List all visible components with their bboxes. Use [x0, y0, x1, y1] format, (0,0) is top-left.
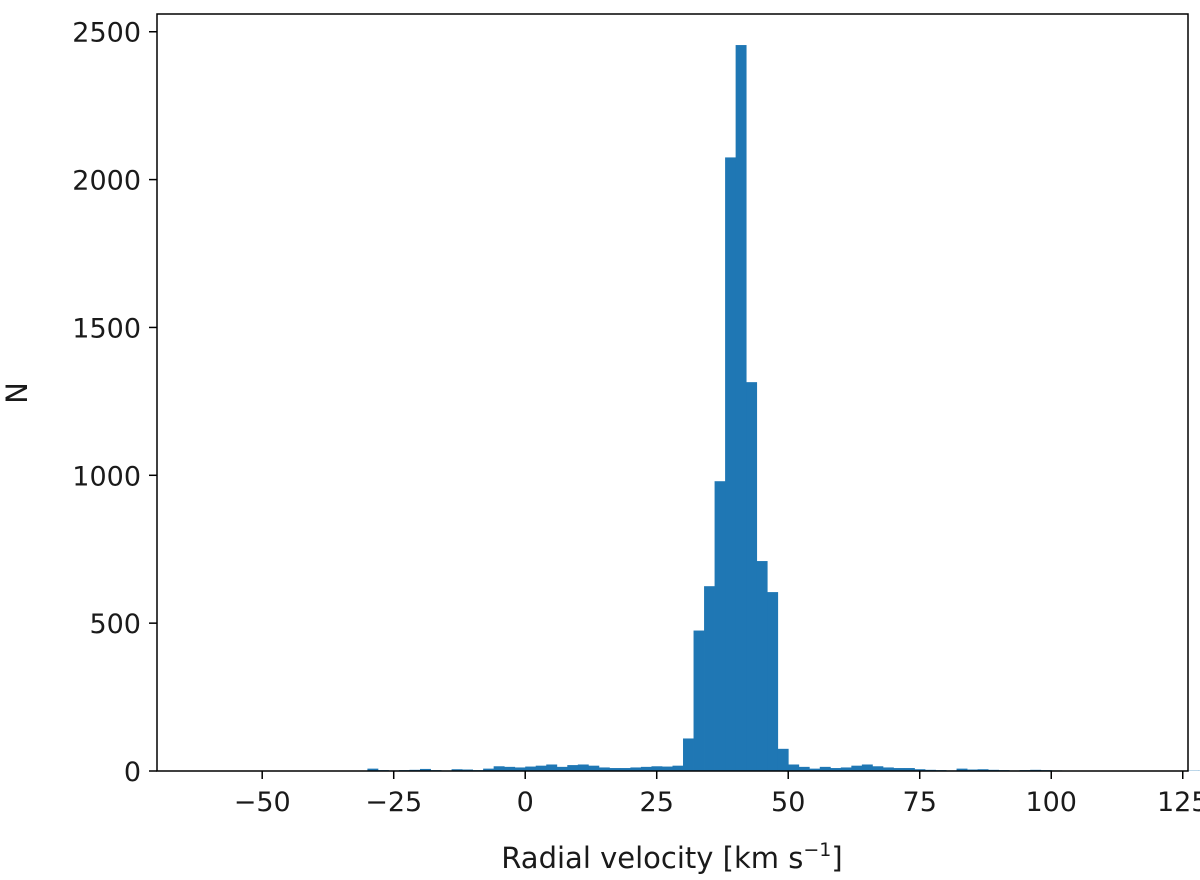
histogram-bar [598, 767, 610, 771]
histogram-bar [546, 764, 558, 771]
histogram-bar [504, 766, 516, 771]
histogram-bar [640, 766, 652, 771]
histogram-bar [840, 767, 852, 771]
histogram-bar [420, 768, 431, 771]
y-tick-label: 2000 [72, 166, 141, 197]
histogram-bar [882, 767, 894, 771]
y-tick-label: 0 [124, 757, 141, 788]
histogram-bar [535, 765, 547, 771]
histogram-bar [588, 765, 600, 771]
histogram-bar [661, 766, 673, 771]
y-axis-label: N [0, 382, 34, 404]
y-tick-label: 2500 [72, 18, 141, 49]
x-tick-label: 100 [1025, 787, 1077, 818]
x-tick-label: 75 [903, 787, 937, 818]
x-axis-ticks: −50 −25 0 25 50 75 100 125 [234, 771, 1200, 818]
histogram-bar [746, 382, 758, 771]
histogram-bar [525, 766, 537, 771]
histogram-bar [367, 768, 379, 771]
histogram-bar [672, 765, 684, 771]
histogram-bar [798, 766, 810, 771]
histogram-bar [725, 157, 737, 771]
x-tick-label: −50 [234, 787, 291, 818]
histogram-bar [819, 766, 831, 771]
histogram-bar [514, 767, 526, 771]
plot-frame [156, 13, 1189, 772]
histogram-bar [914, 769, 926, 771]
histogram-bar [893, 768, 905, 771]
histogram-bar [851, 765, 863, 771]
histogram-bar [451, 769, 463, 771]
histogram-bar [693, 630, 705, 771]
histogram-bar [704, 586, 715, 771]
histogram-bar [788, 764, 800, 771]
histogram-bar [861, 764, 873, 771]
x-tick-label: 25 [640, 787, 674, 818]
x-tick-label: 125 [1157, 787, 1200, 818]
bars-group [367, 45, 1200, 771]
x-axis-label: Radial velocity [km s−1] [501, 839, 842, 875]
histogram-bar [556, 766, 568, 771]
histogram-bar [683, 738, 694, 771]
histogram-bar [735, 45, 747, 771]
histogram-bar [483, 768, 495, 771]
histogram-bar [777, 748, 789, 771]
histogram-bar [956, 768, 968, 771]
histogram-bar [872, 766, 884, 771]
histogram-bar [619, 768, 631, 771]
histogram-bar [493, 766, 505, 771]
y-axis-ticks: 0 500 1000 1500 2000 2500 [72, 18, 157, 788]
y-tick-label: 1000 [72, 461, 141, 492]
histogram-bar [903, 768, 915, 771]
x-tick-label: −25 [365, 787, 422, 818]
histogram-bar [609, 768, 621, 771]
x-tick-label: 50 [771, 787, 805, 818]
histogram-bar [651, 766, 663, 771]
histogram-bar [767, 592, 779, 771]
histogram-bar [756, 561, 768, 771]
histogram-bar [809, 768, 821, 771]
histogram-bar [577, 764, 589, 771]
histogram-bar [630, 767, 642, 771]
y-tick-label: 1500 [72, 313, 141, 344]
histogram-bar [567, 765, 579, 771]
histogram-bar [714, 481, 726, 771]
x-tick-label: 0 [517, 787, 534, 818]
histogram-bar [977, 769, 989, 771]
y-tick-label: 500 [89, 609, 141, 640]
histogram-bar [830, 768, 842, 771]
